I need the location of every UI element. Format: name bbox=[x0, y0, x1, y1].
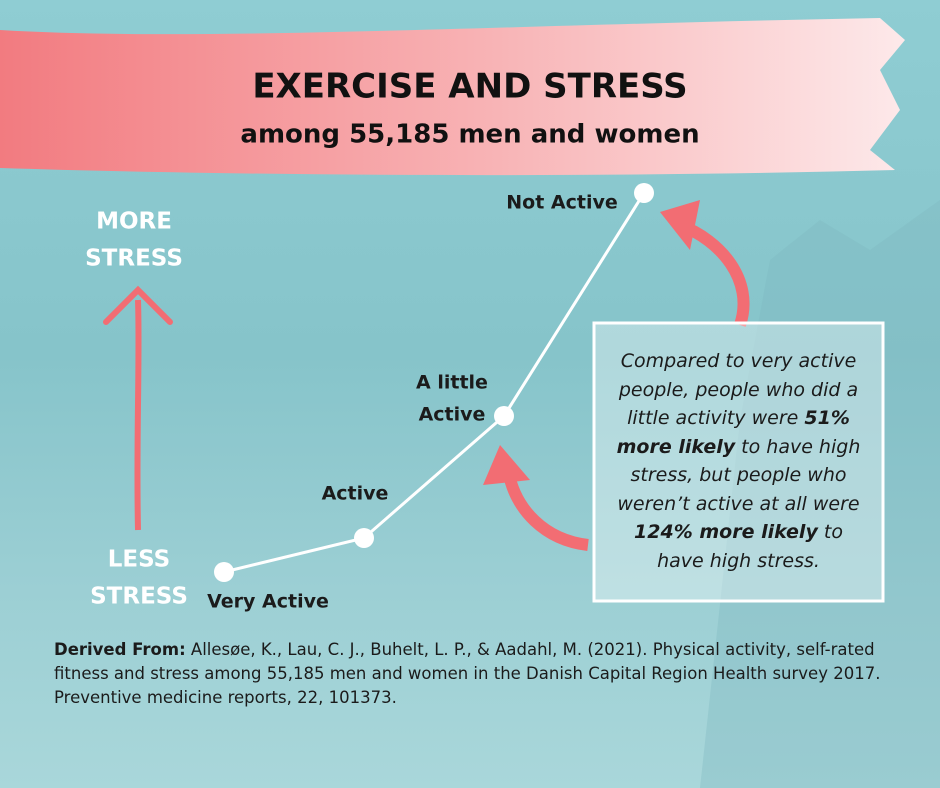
callout-box bbox=[592, 321, 885, 603]
stress-arrowhead bbox=[103, 285, 173, 325]
callout-text: to have high stress. bbox=[657, 521, 843, 572]
axis-top: STRESS bbox=[85, 246, 183, 272]
curved-arrowhead bbox=[483, 445, 530, 485]
point-label: Very Active bbox=[207, 591, 329, 613]
title: EXERCISE AND STRESS bbox=[252, 67, 687, 107]
curved-arrowhead bbox=[660, 200, 700, 250]
point bbox=[634, 183, 654, 203]
axis-bottom: STRESS bbox=[90, 584, 188, 610]
stress-arrow bbox=[134, 299, 142, 531]
callout-text: Compared to very active people, people w… bbox=[618, 350, 859, 429]
curved-arrow bbox=[502, 468, 589, 551]
point-label: A little bbox=[416, 372, 488, 394]
callout-emphasis: 124% more likely bbox=[634, 521, 818, 543]
point-label: Active bbox=[322, 483, 389, 505]
subtitle: among 55,185 men and women bbox=[240, 120, 699, 150]
mountain bbox=[700, 200, 940, 788]
callout-emphasis: 51% more likely bbox=[616, 407, 850, 458]
citation-label: Derived From: bbox=[54, 640, 186, 659]
point-label: Active bbox=[419, 404, 486, 426]
trend-line bbox=[223, 192, 646, 574]
point-label: Not Active bbox=[506, 192, 618, 214]
banner bbox=[0, 18, 905, 176]
axis-top: MORE bbox=[96, 209, 172, 235]
callout: Compared to very active people, people w… bbox=[596, 325, 881, 599]
citation: Derived From: Allesøe, K., Lau, C. J., B… bbox=[54, 638, 904, 710]
citation-text: Allesøe, K., Lau, C. J., Buhelt, L. P., … bbox=[54, 640, 881, 707]
callout-text: to have high stress, but people who were… bbox=[617, 435, 861, 515]
point bbox=[494, 406, 514, 426]
point bbox=[354, 528, 374, 548]
axis-bottom: LESS bbox=[108, 547, 170, 573]
point bbox=[214, 562, 234, 582]
